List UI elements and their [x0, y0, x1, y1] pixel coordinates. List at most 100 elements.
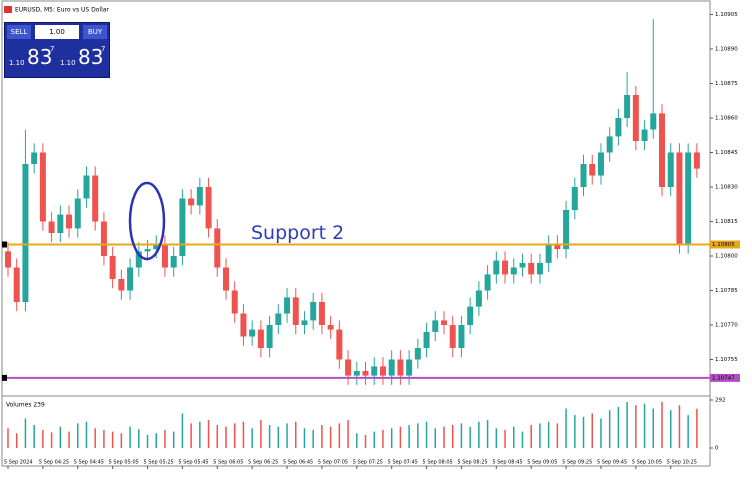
- candle-body: [231, 290, 238, 314]
- candle-body: [458, 325, 465, 348]
- price-tag: [710, 240, 740, 249]
- candle-body: [641, 129, 648, 141]
- candle-body: [493, 260, 500, 275]
- price-line-end: [2, 374, 7, 381]
- x-tick-label: 5 Sep 06:25: [248, 460, 278, 466]
- x-tick-label: 5 Sep 07:45: [388, 460, 418, 466]
- candle-body: [571, 187, 578, 210]
- x-tick-label: 5 Sep 04:45: [74, 460, 104, 466]
- bid-big: 83: [27, 45, 53, 69]
- candle-body: [536, 262, 543, 275]
- candle-body: [545, 244, 552, 263]
- candle-body: [135, 251, 142, 268]
- candle-body: [432, 320, 439, 332]
- annotation: Support 2: [251, 222, 344, 244]
- candle-body: [449, 325, 456, 348]
- x-tick-label: 5 Sep 09:45: [597, 460, 627, 466]
- candle-body: [257, 329, 264, 348]
- candle-body: [667, 152, 674, 187]
- y-tick-label: 1.10785: [715, 288, 738, 294]
- candle-body: [310, 302, 317, 321]
- candle-body: [284, 297, 291, 314]
- candle-body: [685, 152, 692, 245]
- x-tick-label: 5 Sep 08:25: [457, 460, 487, 466]
- candle-body: [83, 175, 90, 199]
- candle-body: [589, 164, 596, 176]
- volume-tick-label: 0: [715, 446, 719, 452]
- candle-body: [318, 302, 325, 325]
- candle-body: [597, 152, 604, 176]
- candle-body: [676, 152, 683, 245]
- candle-body: [31, 152, 38, 164]
- ask-small: 7: [101, 45, 106, 53]
- candle-body: [74, 198, 81, 229]
- x-tick-label: 5 Sep 06:45: [283, 460, 313, 466]
- candle-body: [606, 136, 613, 153]
- candle-body: [362, 371, 369, 376]
- candle-body: [109, 256, 116, 279]
- candle-body: [632, 95, 639, 141]
- candle-body: [563, 210, 570, 250]
- candle-body: [397, 359, 404, 376]
- x-tick-label: 5 Sep 07:25: [353, 460, 383, 466]
- y-tick-label: 1.10800: [715, 254, 738, 260]
- candle-body: [275, 313, 282, 325]
- candle-body: [580, 164, 587, 187]
- lot-input[interactable]: 1.00: [35, 25, 79, 39]
- x-tick-label: 5 Sep 08:05: [423, 460, 453, 466]
- ask-prefix: 1.10: [60, 59, 76, 67]
- y-tick-label: 1.10875: [715, 81, 738, 87]
- candle-body: [39, 152, 46, 222]
- x-tick-label: 5 Sep 05:45: [178, 460, 208, 466]
- candle-body: [13, 267, 20, 302]
- candle-body: [170, 256, 177, 268]
- candle-body: [266, 325, 273, 348]
- candle-body: [48, 221, 55, 233]
- y-tick-label: 1.10905: [715, 12, 738, 18]
- candle-body: [327, 325, 334, 330]
- price-tag-label: 1.10747: [712, 375, 735, 381]
- chart-frame: [1, 0, 711, 467]
- highlight-ellipse: [128, 181, 166, 261]
- candle-body: [484, 274, 491, 291]
- x-tick-label: 5 Sep 09:05: [527, 460, 557, 466]
- x-tick-label: 5 Sep 05:25: [144, 460, 174, 466]
- x-tick-label: 5 Sep 2024: [4, 460, 33, 466]
- candle-body: [240, 313, 247, 337]
- candle-body: [5, 251, 11, 268]
- candle-body: [379, 366, 386, 376]
- chart-title: EURUSD, M5: Euro vs US Dollar: [15, 7, 109, 14]
- candle-body: [292, 297, 299, 325]
- candle-body: [519, 262, 526, 268]
- candle-body: [371, 366, 378, 376]
- candle-body: [414, 348, 421, 360]
- candle-body: [205, 187, 212, 229]
- candle-body: [214, 228, 221, 268]
- price-tag: [710, 373, 740, 382]
- candle-body: [249, 329, 256, 337]
- candle-body: [693, 152, 700, 169]
- candle-body: [467, 306, 474, 325]
- candle-body: [127, 267, 134, 291]
- candle-body: [118, 279, 125, 291]
- y-tick-label: 1.10770: [715, 323, 738, 329]
- candle-body: [345, 359, 352, 376]
- ask-big: 83: [78, 45, 104, 69]
- candle-body: [554, 244, 561, 250]
- candle-body: [92, 175, 99, 222]
- trade-panel: SELL 1.00 BUY 1.10 83 7 1.10 83 7: [4, 22, 110, 78]
- x-tick-label: 5 Sep 07:05: [318, 460, 348, 466]
- y-tick-label: 1.10755: [715, 357, 738, 363]
- y-tick-label: 1.10890: [715, 47, 738, 53]
- candle-body: [650, 113, 657, 130]
- candle-body: [336, 329, 343, 360]
- candle-body: [179, 198, 186, 256]
- buy-button[interactable]: BUY: [83, 25, 107, 39]
- x-tick-label: 5 Sep 09:25: [562, 460, 592, 466]
- candle-body: [502, 260, 509, 275]
- y-tick-label: 1.10815: [715, 219, 738, 225]
- bid-prefix: 1.10: [9, 59, 25, 67]
- volume-tick-label: 292: [715, 398, 726, 404]
- x-tick-label: 5 Sep 06:05: [213, 460, 243, 466]
- sell-button[interactable]: SELL: [7, 25, 31, 39]
